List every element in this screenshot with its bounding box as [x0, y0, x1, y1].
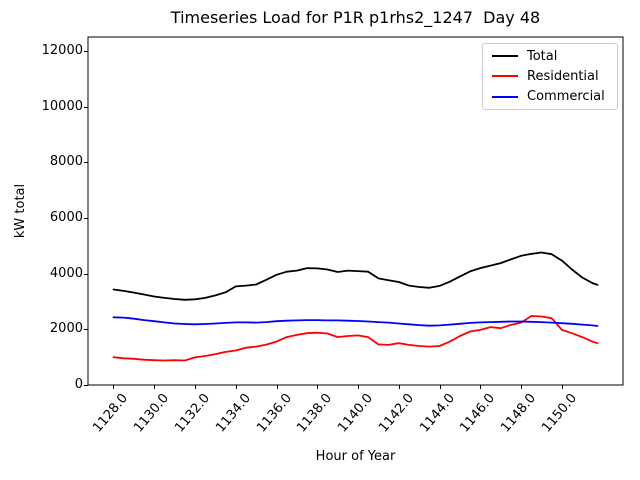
legend-label-residential: Residential — [527, 68, 599, 84]
axes-frame — [87, 36, 624, 386]
chart-title: Timeseries Load for P1R p1rhs2_1247 Day … — [170, 8, 541, 27]
legend-line-residential-icon — [492, 75, 518, 78]
y-tick-label: 0 — [74, 377, 83, 392]
legend-entry-commercial: Commercial — [483, 87, 617, 107]
y-tick-label: 4000 — [49, 266, 83, 281]
series-line-residential — [112, 315, 599, 362]
legend-line-commercial-icon — [492, 95, 518, 98]
y-tick-label: 6000 — [49, 210, 83, 225]
series-lines — [112, 251, 599, 362]
legend: Total Residential Commercial — [482, 43, 618, 110]
axis-ticks — [84, 51, 563, 389]
legend-entry-residential: Residential — [483, 66, 617, 86]
y-tick-label: 8000 — [49, 154, 83, 169]
legend-label-total: Total — [527, 48, 558, 64]
y-tick-label: 2000 — [49, 321, 83, 336]
legend-label-commercial: Commercial — [527, 89, 605, 105]
series-line-total — [112, 251, 599, 301]
legend-line-total-icon — [492, 55, 518, 58]
x-axis-label: Hour of Year — [315, 449, 396, 464]
y-tick-label: 10000 — [41, 99, 83, 114]
y-tick-label: 12000 — [41, 43, 83, 58]
series-line-commercial — [112, 316, 599, 327]
legend-entry-total: Total — [483, 46, 617, 66]
